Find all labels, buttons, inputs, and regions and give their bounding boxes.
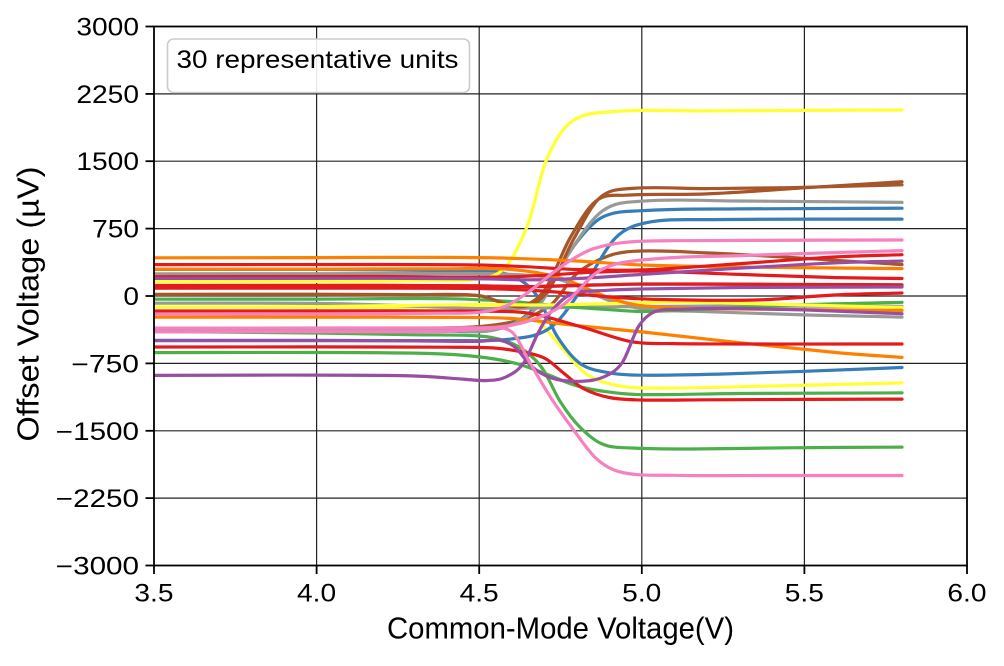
svg-text:4.5: 4.5 bbox=[460, 581, 499, 608]
svg-text:750: 750 bbox=[92, 217, 139, 244]
svg-text:−3000: −3000 bbox=[56, 554, 139, 581]
svg-text:−2250: −2250 bbox=[56, 486, 139, 513]
svg-text:5.5: 5.5 bbox=[785, 581, 824, 608]
svg-text:Common-Mode Voltage(V): Common-Mode Voltage(V) bbox=[387, 612, 734, 646]
svg-text:1500: 1500 bbox=[76, 149, 139, 176]
svg-text:6.0: 6.0 bbox=[947, 581, 986, 608]
svg-text:−750: −750 bbox=[71, 351, 139, 378]
svg-text:30 representative units: 30 representative units bbox=[177, 46, 459, 74]
svg-text:3000: 3000 bbox=[76, 15, 139, 42]
svg-text:3.5: 3.5 bbox=[134, 581, 173, 608]
svg-text:0: 0 bbox=[123, 284, 139, 311]
svg-text:Offset Voltage (µV): Offset Voltage (µV) bbox=[12, 167, 46, 442]
svg-text:4.0: 4.0 bbox=[297, 581, 336, 608]
svg-text:2250: 2250 bbox=[76, 82, 139, 109]
svg-text:5.0: 5.0 bbox=[622, 581, 661, 608]
svg-text:−1500: −1500 bbox=[56, 419, 139, 446]
